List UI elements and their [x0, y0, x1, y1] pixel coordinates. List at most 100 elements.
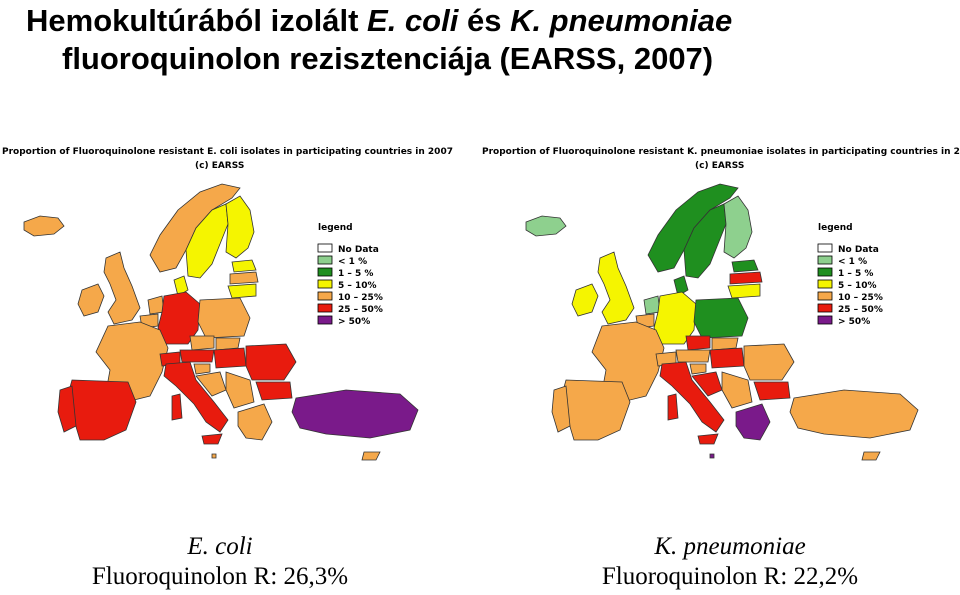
legend-swatch — [817, 291, 833, 301]
country-netherlands — [643, 295, 661, 315]
country-iceland — [23, 215, 65, 237]
kpneumoniae-country-shapes — [525, 183, 919, 461]
country-norway — [647, 183, 739, 273]
island-sicily — [201, 433, 223, 445]
legend-swatch — [817, 303, 833, 313]
legend-swatch — [317, 291, 333, 301]
country-latvia — [229, 271, 259, 285]
kpneumoniae-legend-title: legend — [818, 223, 853, 233]
country-finland — [723, 195, 753, 259]
legend-swatch — [817, 267, 833, 277]
kpneumoniae-caption: K. pneumoniae Fluoroquinolon R: 22,2% — [520, 532, 940, 592]
country-turkey — [789, 389, 919, 439]
legend-swatch — [317, 315, 333, 325]
country-austria — [675, 349, 711, 363]
kpneumoniae-map-source: (c) EARSS — [695, 161, 744, 171]
country-austria — [179, 349, 215, 363]
legend-swatch — [317, 267, 333, 277]
country-poland — [197, 297, 251, 339]
legend-label: 1 – 5 % — [338, 269, 373, 279]
ecoli-caption-value: Fluoroquinolon R: 26,3% — [91, 563, 349, 590]
ecoli-map-heading: Proportion of Fluoroquinolone resistant … — [2, 147, 453, 157]
country-uk — [103, 251, 141, 325]
ecoli-resistance-map: Proportion of Fluoroquinolone resistant … — [2, 147, 453, 461]
country-greece — [735, 403, 771, 441]
country-iceland — [525, 215, 567, 237]
kpneumoniae-legend: legend No Data < 1 % 1 – 5 % 5 – 10% 10 – 25… — [817, 223, 883, 327]
country-serbia — [721, 371, 753, 409]
ecoli-country-shapes — [23, 183, 419, 461]
island-sardinia — [667, 393, 679, 421]
country-denmark — [173, 275, 189, 297]
legend-swatch — [317, 243, 333, 253]
country-sweden — [185, 203, 229, 279]
country-hungary — [709, 347, 745, 369]
country-denmark — [673, 275, 689, 297]
ecoli-caption-species: E. coli — [187, 533, 253, 560]
slide-title: Hemokultúrából izolált E. coli és K. pne… — [26, 2, 946, 78]
country-latvia — [729, 271, 763, 285]
country-ireland — [571, 283, 599, 317]
legend-swatch — [317, 255, 333, 265]
title-conjunction: és — [458, 3, 511, 38]
country-slovenia — [193, 363, 211, 375]
legend-label: 5 – 10% — [338, 281, 377, 291]
country-germany — [157, 291, 201, 345]
legend-label: 25 – 50% — [338, 305, 383, 315]
legend-label: 25 – 50% — [838, 305, 883, 315]
country-serbia — [225, 371, 255, 409]
legend-swatch — [317, 279, 333, 289]
legend-label: No Data — [338, 245, 379, 255]
island-malta — [709, 453, 715, 459]
country-germany — [653, 291, 697, 345]
country-poland — [693, 297, 749, 339]
country-bulgaria — [255, 381, 293, 401]
legend-label: 10 – 25% — [838, 293, 883, 303]
legend-label: 5 – 10% — [838, 281, 877, 291]
country-finland — [225, 195, 255, 259]
title-organism-ecoli: E. coli — [367, 3, 459, 38]
country-norway — [149, 183, 241, 273]
country-lithuania — [727, 283, 761, 299]
island-cyprus — [861, 451, 881, 461]
country-netherlands — [147, 295, 165, 315]
legend-swatch — [817, 255, 833, 265]
ecoli-legend-title: legend — [318, 223, 353, 233]
country-portugal — [57, 385, 77, 433]
legend-label: < 1 % — [838, 257, 867, 267]
legend-swatch — [817, 315, 833, 325]
kpneumoniae-resistance-map: Proportion of Fluoroquinolone resistant … — [482, 147, 960, 461]
country-uk — [597, 251, 635, 325]
country-czech — [189, 335, 215, 351]
legend-label: > 50% — [838, 317, 870, 327]
kpneumoniae-caption-value: Fluoroquinolon R: 22,2% — [601, 563, 859, 590]
country-portugal — [551, 385, 571, 433]
legend-label: > 50% — [338, 317, 370, 327]
title-prefix: Hemokultúrából izolált — [26, 3, 368, 38]
country-spain — [559, 379, 631, 441]
country-hungary — [213, 347, 247, 369]
ecoli-legend: legend No Data < 1 % 1 – 5 % 5 – 10% 10 – 25… — [317, 223, 383, 327]
legend-label: 10 – 25% — [338, 293, 383, 303]
country-czech — [685, 335, 711, 351]
country-slovenia — [689, 363, 707, 375]
ecoli-map-source: (c) EARSS — [195, 161, 244, 171]
island-sardinia — [171, 393, 183, 421]
country-estonia — [731, 259, 759, 273]
country-italy — [659, 361, 725, 433]
country-romania — [743, 343, 795, 381]
island-malta — [211, 453, 217, 459]
island-cyprus — [361, 451, 381, 461]
kpneumoniae-caption-species: K. pneumoniae — [654, 533, 806, 560]
legend-swatch — [317, 303, 333, 313]
country-ireland — [77, 283, 105, 317]
legend-swatch — [817, 279, 833, 289]
ecoli-caption: E. coli Fluoroquinolon R: 26,3% — [20, 532, 420, 592]
country-lithuania — [227, 283, 257, 299]
legend-label: < 1 % — [338, 257, 367, 267]
country-estonia — [231, 259, 257, 273]
country-sweden — [683, 203, 727, 279]
title-line2: fluoroquinolon rezisztenciája (EARSS, 20… — [62, 41, 714, 76]
title-organism-kpneumoniae: K. pneumoniae — [510, 3, 733, 38]
country-spain — [65, 379, 137, 441]
